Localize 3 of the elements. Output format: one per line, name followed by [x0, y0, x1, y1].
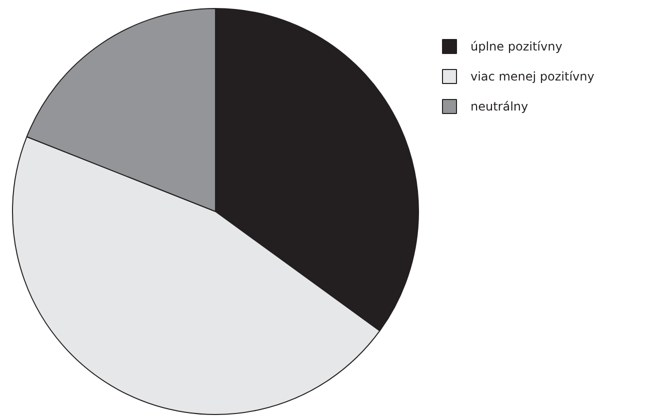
legend-label: neutrálny — [470, 100, 528, 114]
legend-label: viac menej pozitívny — [470, 70, 594, 84]
legend-label: úplne pozitívny — [470, 40, 562, 54]
